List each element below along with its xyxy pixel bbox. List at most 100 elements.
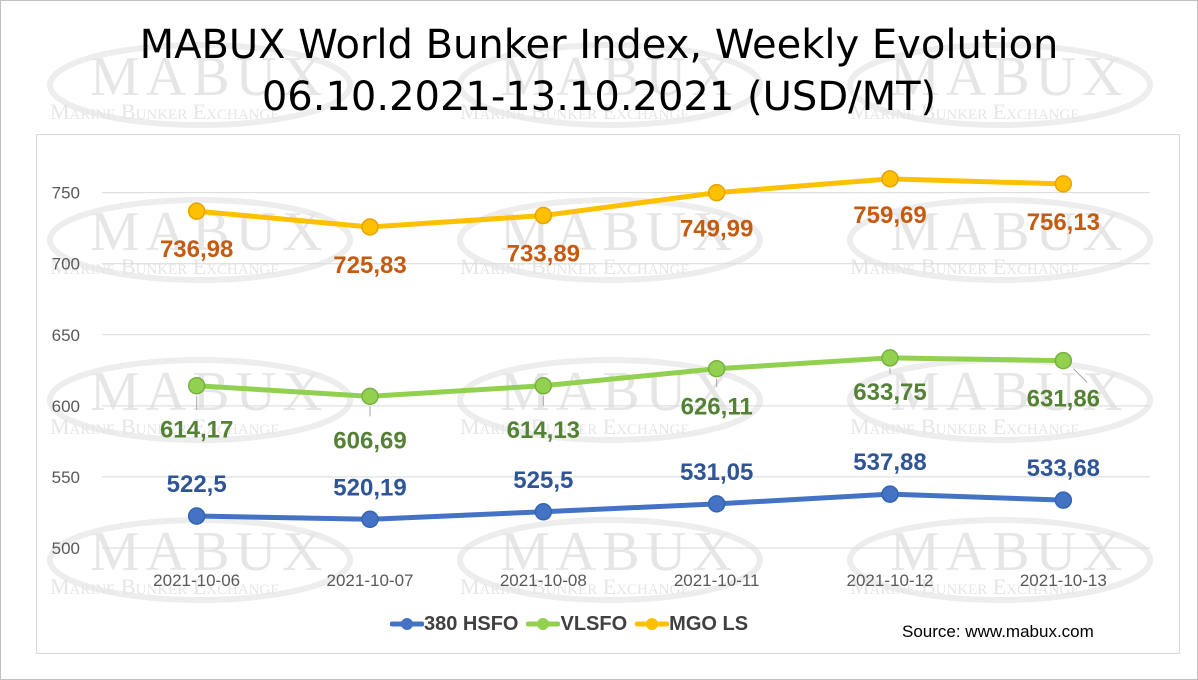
legend-swatch bbox=[526, 618, 561, 630]
watermark-tagline: Marine Bunker Exchange bbox=[850, 414, 1080, 439]
data-label: 525,5 bbox=[513, 467, 573, 494]
data-label: 631,86 bbox=[1027, 386, 1100, 413]
data-label: 725,83 bbox=[333, 252, 406, 279]
x-tick-label: 2021-10-08 bbox=[500, 571, 587, 590]
watermark-tagline: Marine Bunker Exchange bbox=[50, 254, 280, 279]
data-label: 533,68 bbox=[1027, 455, 1100, 482]
data-label: 614,13 bbox=[507, 417, 580, 444]
series-line bbox=[194, 355, 1066, 399]
watermark-tagline: Marine Bunker Exchange bbox=[850, 254, 1080, 279]
watermark-brand: MABUX bbox=[890, 201, 1128, 263]
series-vlsfo: 614,17 606,69 614,13 626,11 633,75 631,86 bbox=[160, 349, 1100, 454]
y-tick-label: 550 bbox=[52, 468, 80, 487]
data-point bbox=[707, 359, 726, 378]
legend-label: VLSFO bbox=[560, 612, 628, 635]
data-point bbox=[881, 485, 899, 503]
series-mgo-ls: 736,98 725,83 733,89 749,99 759,69 756,13 bbox=[160, 170, 1100, 279]
data-point bbox=[187, 507, 206, 525]
data-point bbox=[1054, 351, 1073, 370]
data-point bbox=[707, 495, 726, 513]
watermark-brand: MABUX bbox=[890, 521, 1128, 583]
watermark-tagline: Marine Bunker Exchange bbox=[50, 574, 280, 599]
data-point bbox=[534, 377, 553, 395]
watermark-tagline: Marine Bunker Exchange bbox=[460, 99, 690, 124]
data-point bbox=[187, 376, 206, 395]
data-label: 626,11 bbox=[681, 394, 753, 421]
watermark-brand: MABUX bbox=[500, 46, 738, 108]
data-point bbox=[187, 202, 206, 220]
watermark-tagline: Marine Bunker Exchange bbox=[460, 414, 690, 439]
chart-title-line1: MABUX World Bunker Index, Weekly Evoluti… bbox=[139, 22, 1059, 68]
watermark-brand: MABUX bbox=[890, 46, 1128, 108]
chart-title-line2: 06.10.2021-13.10.2021 (USD/MT) bbox=[261, 74, 937, 120]
legend-label: MGO LS bbox=[669, 612, 749, 635]
data-label: 736,98 bbox=[160, 236, 233, 263]
data-label: 759,69 bbox=[853, 202, 926, 229]
data-label: 633,75 bbox=[853, 379, 926, 406]
legend-swatch bbox=[635, 618, 670, 630]
watermark-brand: MABUX bbox=[90, 521, 328, 583]
watermark-tagline: Marine Bunker Exchange bbox=[460, 254, 690, 279]
series-line bbox=[194, 176, 1066, 230]
watermark-brand: MABUX bbox=[500, 521, 738, 583]
watermark-tagline: Marine Bunker Exchange bbox=[50, 99, 280, 124]
legend-item: MGO LS bbox=[635, 613, 748, 636]
x-tick-label: 2021-10-12 bbox=[847, 571, 934, 590]
data-point bbox=[534, 206, 553, 225]
y-tick-label: 650 bbox=[52, 326, 80, 345]
watermark-brand: MABUX bbox=[90, 46, 328, 108]
watermark-tagline: Marine Bunker Exchange bbox=[50, 414, 280, 439]
data-label: 756,13 bbox=[1027, 209, 1100, 236]
x-tick-label: 2021-10-06 bbox=[153, 571, 240, 590]
y-tick-label: 500 bbox=[52, 539, 80, 558]
data-point bbox=[881, 349, 899, 367]
source-note: Source: www.mabux.com bbox=[902, 622, 1094, 641]
legend-item: 380 HSFO bbox=[390, 613, 518, 636]
data-point bbox=[534, 503, 553, 521]
series-line bbox=[194, 491, 1066, 522]
data-label: 522,5 bbox=[167, 471, 227, 498]
data-point bbox=[361, 218, 379, 236]
y-tick-label: 600 bbox=[52, 397, 80, 416]
data-label: 614,17 bbox=[160, 417, 233, 444]
data-point bbox=[881, 170, 899, 188]
watermark-tagline: Marine Bunker Exchange bbox=[460, 574, 690, 599]
data-label: 531,05 bbox=[680, 459, 753, 486]
data-label: 749,99 bbox=[680, 216, 753, 243]
data-point bbox=[1054, 175, 1073, 193]
x-tick-label: 2021-10-13 bbox=[1020, 571, 1107, 590]
legend-label: 380 HSFO bbox=[424, 612, 519, 635]
data-label: 520,19 bbox=[333, 474, 406, 501]
data-point bbox=[361, 387, 379, 406]
data-point bbox=[707, 183, 726, 202]
plot-area-border bbox=[36, 134, 1180, 654]
data-point bbox=[1054, 491, 1073, 509]
legend-item: VLSFO bbox=[526, 613, 627, 636]
watermark-brand: MABUX bbox=[890, 361, 1128, 423]
x-tick-label: 2021-10-11 bbox=[674, 571, 760, 590]
y-tick-label: 750 bbox=[52, 184, 80, 203]
x-tick-label: 2021-10-07 bbox=[327, 571, 414, 590]
watermark-tagline: Marine Bunker Exchange bbox=[850, 99, 1080, 124]
data-label: 606,69 bbox=[333, 427, 406, 454]
label-leader-line bbox=[1072, 368, 1088, 383]
legend-swatch bbox=[390, 618, 424, 630]
watermark-tagline: Marine Bunker Exchange bbox=[850, 574, 1080, 599]
legend: 380 HSFO VLSFO MGO LS bbox=[390, 609, 750, 639]
data-label: 537,88 bbox=[853, 449, 926, 476]
series-380-hsfo: 522,5 520,19 525,5 531,05 537,88 533,68 bbox=[167, 449, 1100, 529]
y-tick-label: 700 bbox=[52, 255, 80, 274]
data-label: 733,89 bbox=[507, 241, 580, 268]
data-point bbox=[361, 510, 379, 529]
